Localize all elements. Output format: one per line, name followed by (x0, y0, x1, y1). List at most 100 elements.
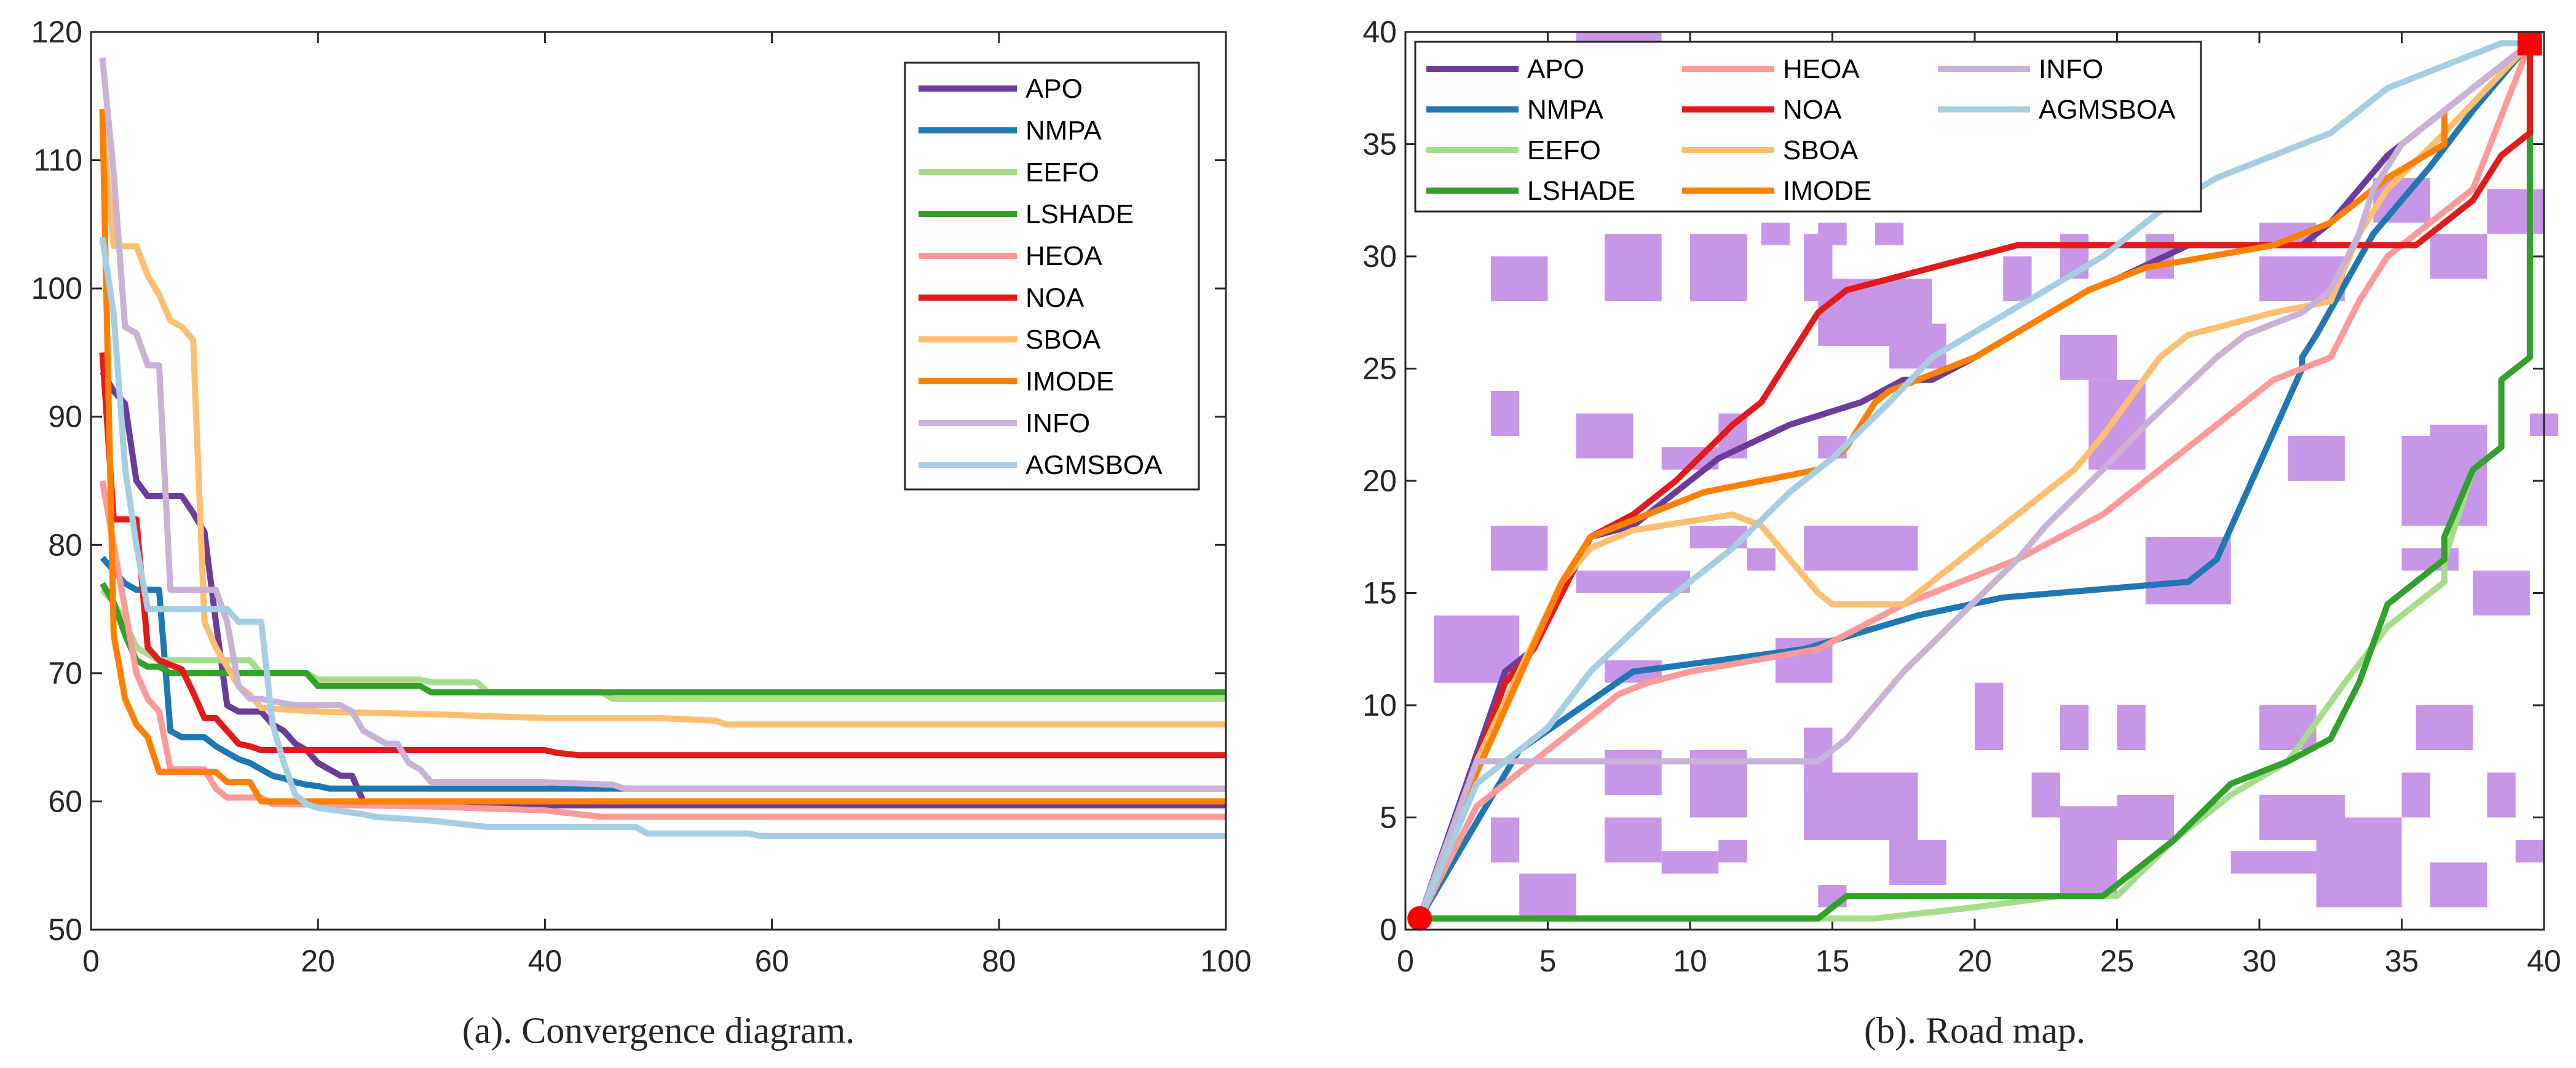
obstacle (1661, 851, 1719, 874)
obstacle (1490, 817, 1520, 863)
legend-label: INFO (2039, 54, 2103, 84)
y-tick-label: 25 (1362, 352, 1397, 386)
convergence-chart: 0 20 40 60 80 100 50 60 70 80 90 100 110 120 APO NMPA E… (31, 15, 1252, 1051)
road-map-chart: 0 5 10 15 20 25 30 35 40 0 5 10 15 20 25 30 35 40 APO NMPA… (1362, 15, 2561, 1051)
x-tick-label: 5 (1539, 944, 1557, 978)
y-tick-label: 5 (1380, 801, 1397, 835)
y-tick-label: 20 (1362, 464, 1397, 498)
legend-label: INFO (1025, 408, 1090, 438)
legend-label: SBOA (1783, 135, 1859, 165)
obstacle (1519, 873, 1576, 919)
y-tick-label: 30 (1362, 239, 1397, 274)
obstacle (2515, 840, 2544, 863)
legend-label: HEOA (1783, 54, 1860, 84)
convergence-plot-frame (90, 31, 1227, 931)
x-tick-label: 20 (301, 944, 335, 978)
x-tick-label: 40 (528, 944, 563, 978)
x-tick-label: 30 (2242, 944, 2277, 978)
road-map-legend: APO NMPA EEFO LSHADE HEOA NOA SBOA IMODE INFO AGM… (1414, 41, 2202, 213)
legend-label: EEFO (1527, 135, 1601, 165)
obstacle (1718, 840, 1747, 863)
y-tick-label: 50 (48, 912, 82, 947)
obstacle (2031, 772, 2060, 818)
obstacle (1889, 323, 1946, 369)
y-tick-label: 10 (1362, 688, 1397, 722)
series-line-heoa (1416, 42, 2533, 920)
obstacle (2259, 705, 2317, 750)
legend-label: APO (1527, 54, 1584, 84)
obstacle (2473, 571, 2530, 615)
y-tick-label: 120 (31, 15, 82, 49)
legend-label: NOA (1783, 95, 1842, 125)
series-line-imode (1416, 41, 2532, 920)
obstacle (2060, 705, 2089, 750)
obstacle (1605, 234, 1662, 301)
start-point-marker (1407, 906, 1432, 931)
legend-label: EEFO (1025, 157, 1099, 188)
series-line-imode (99, 108, 1226, 805)
road-map-caption: (b). Road map. (1864, 1010, 2085, 1051)
series-line-agmsboa (1416, 40, 2530, 920)
legend-label: LSHADE (1527, 176, 1635, 206)
obstacle (1804, 772, 1918, 840)
series-line-heoa (99, 480, 1226, 820)
series-line-info (1416, 41, 2532, 920)
series-line-info (99, 57, 1226, 792)
obstacle (2003, 256, 2032, 301)
obstacle (2145, 537, 2231, 604)
x-tick-label: 35 (2385, 944, 2419, 978)
x-tick-label: 10 (1673, 944, 1707, 978)
y-tick-label: 80 (48, 528, 82, 562)
y-tick-label: 35 (1362, 127, 1397, 162)
obstacle (2288, 436, 2345, 481)
road-map-plot-frame (1404, 31, 2545, 931)
y-tick-label: 110 (33, 143, 82, 178)
x-tick-label: 0 (1397, 944, 1414, 978)
y-tick-label: 60 (48, 784, 82, 818)
x-tick-label: 20 (1958, 944, 1992, 978)
y-tick-label: 90 (48, 400, 82, 434)
obstacle (2060, 806, 2117, 896)
obstacle (1576, 32, 1662, 44)
x-tick-label: 40 (2527, 944, 2561, 978)
obstacle (1804, 526, 1918, 571)
y-tick-label: 0 (1380, 912, 1397, 947)
series-line-nmpa (1416, 41, 2532, 920)
legend-label: NMPA (1025, 116, 1102, 146)
series-line-agmsboa (99, 236, 1226, 839)
obstacle (1576, 413, 1634, 459)
obstacle (2416, 705, 2473, 750)
x-tick-label: 0 (82, 944, 100, 978)
obstacle (1690, 234, 1747, 301)
legend-label: IMODE (1783, 176, 1871, 206)
obstacle (2117, 705, 2146, 750)
x-tick-label: 60 (755, 944, 789, 978)
x-tick-label: 25 (2100, 944, 2135, 978)
convergence-caption: (a). Convergence diagram. (462, 1010, 855, 1051)
series-line-apo (100, 370, 1226, 809)
legend-box (904, 61, 1200, 491)
obstacle (1605, 817, 1662, 863)
obstacle (2487, 189, 2544, 234)
legend-label: NMPA (1527, 95, 1604, 125)
obstacle (1490, 256, 1548, 301)
series-line-sboa (1416, 41, 2532, 920)
obstacle (2487, 772, 2516, 818)
obstacle (2430, 234, 2487, 279)
legend-label: SBOA (1025, 325, 1101, 355)
legend-label: APO (1025, 74, 1083, 104)
legend-label: AGMSBOA (1025, 450, 1163, 480)
obstacle (1975, 682, 2004, 750)
y-tick-label: 70 (48, 656, 82, 690)
obstacle (2316, 817, 2402, 908)
obstacle (1605, 750, 1662, 795)
obstacle (1875, 223, 1904, 245)
obstacle (2401, 772, 2430, 818)
obstacle (2430, 862, 2487, 908)
end-point-marker (2517, 31, 2542, 56)
legend-label: NOA (1025, 283, 1085, 313)
x-tick-label: 100 (1200, 944, 1251, 978)
legend-box (1414, 41, 2202, 213)
x-tick-label: 15 (1815, 944, 1850, 978)
